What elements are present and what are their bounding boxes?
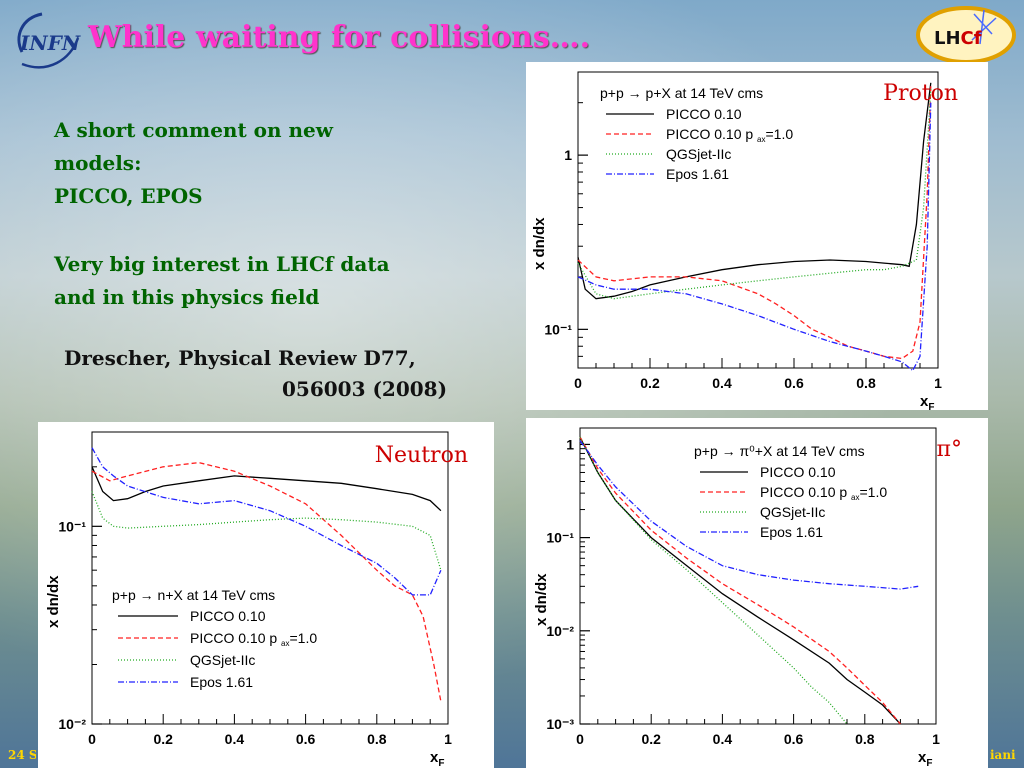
pi0-x-tick-label: 0.4	[713, 731, 733, 747]
proton-x-axis-label: xF	[920, 393, 934, 410]
lhcf-logo-text-lh: LHCf	[934, 28, 982, 49]
neutron-chart-panel: 10⁻² 10⁻¹ 0 0.2 0.4 0.6 0.8 1 xF x dn/dx p+p → n+X…	[38, 422, 494, 768]
neutron-chart-svg: 10⁻² 10⁻¹ 0 0.2 0.4 0.6 0.8 1xF x dn/dx p+p → n+X…	[45, 431, 468, 768]
neutron-legend-header: p+p → n+X at 14 TeV cms	[112, 587, 275, 603]
proton-legend-entry: PICCO 0.10	[666, 106, 742, 122]
pi0-panel-label: π°	[937, 437, 962, 462]
neutron-panel-label: Neutron	[375, 443, 468, 468]
pi0-y-tick-label: 1	[566, 436, 574, 452]
neutron-series-3-line	[91, 491, 442, 571]
proton-series-3-line	[577, 88, 932, 300]
pi0-legend-header: p+p → π⁰+X at 14 TeV cms	[694, 443, 865, 459]
pi0-x-tick-label: 0.8	[855, 731, 875, 747]
neutron-x-tick-label: 0	[88, 731, 96, 747]
pi0-legend-entry: PICCO 0.10	[760, 464, 836, 480]
proton-x-tick-label: 0.8	[856, 375, 876, 391]
proton-series-1-line	[577, 82, 932, 300]
neutron-x-tick-label: 0.6	[296, 731, 316, 747]
neutron-series-2-line	[91, 461, 442, 702]
proton-legend-entry: QGSjet-IIc	[666, 146, 731, 162]
neutron-legend-entry: Epos 1.61	[190, 674, 253, 690]
proton-y-tick-label: 1	[564, 147, 572, 163]
proton-legend-entry: Epos 1.61	[666, 166, 729, 182]
proton-x-tick-label: 0.2	[640, 375, 660, 391]
pi0-legend-entry: Epos 1.61	[760, 524, 823, 540]
proton-x-tick-label: 0.6	[784, 375, 804, 391]
neutron-y-tick-label: 10⁻¹	[58, 518, 86, 534]
pi0-x-axis-label: xF	[918, 749, 932, 768]
neutron-x-tick-label: 0.2	[153, 731, 173, 747]
pi0-y-tick-label: 10⁻³	[546, 716, 574, 732]
lhcf-logo: LHCf	[916, 6, 1016, 64]
infn-logo-arc	[17, 12, 43, 53]
pi0-x-tick-label: 1	[932, 731, 940, 747]
proton-legend-header: p+p → p+X at 14 TeV cms	[600, 85, 763, 101]
neutron-legend-entry: PICCO 0.10 p ax=1.0	[190, 630, 317, 648]
pi0-series-2-line	[579, 436, 901, 725]
proton-legend-entry: PICCO 0.10 p ax=1.0	[666, 126, 793, 144]
lhcf-logo-tracks	[971, 9, 997, 45]
pi0-series-4-line	[579, 440, 919, 590]
comment-line: models:	[54, 151, 142, 175]
pi0-y-tick-label: 10⁻²	[546, 623, 574, 639]
reference-line-2: 056003 (2008)	[282, 377, 448, 401]
reference-line-1: Drescher, Physical Review D77,	[64, 346, 416, 370]
infn-logo-swoosh	[21, 37, 80, 69]
comment-text: A short comment on new models: PICCO, EP…	[54, 114, 434, 213]
pi0-legend-entry: QGSjet-IIc	[760, 504, 825, 520]
interest-line: and in this physics field	[54, 285, 320, 309]
neutron-y-axis-label: x dn/dx	[45, 575, 62, 628]
proton-x-tick-label: 0	[574, 375, 582, 391]
neutron-legend-entry: QGSjet-IIc	[190, 652, 255, 668]
neutron-y-tick-label: 10⁻²	[58, 716, 86, 732]
proton-panel-label: Proton	[883, 81, 958, 106]
neutron-series-1-line	[91, 466, 442, 512]
interest-text: Very big interest in LHCf data and in th…	[54, 248, 494, 314]
pi0-y-tick-label: 10⁻¹	[546, 530, 574, 546]
pi0-series-1-line	[579, 436, 901, 725]
proton-x-tick-label: 1	[934, 375, 942, 391]
interest-line: Very big interest in LHCf data	[54, 252, 390, 276]
neutron-x-tick-label: 0.8	[367, 731, 387, 747]
proton-plot-frame	[577, 71, 939, 369]
pion-chart-panel: 10⁻³ 10⁻² 10⁻¹ 1 0 0.2 0.4 0.6 0.8 1 xF x dn/dx p+p …	[526, 418, 988, 768]
pi0-legend-entry: PICCO 0.10 p ax=1.0	[760, 484, 887, 502]
neutron-series-4-line	[91, 447, 442, 596]
pi0-x-tick-label: 0.6	[784, 731, 804, 747]
neutron-x-tick-label: 1	[444, 731, 452, 747]
proton-y-tick-label: 10⁻¹	[544, 321, 572, 337]
proton-series-4-line	[577, 102, 932, 372]
footer-left-text: 24 S	[8, 748, 36, 762]
pi0-y-axis-label: x dn/dx	[533, 573, 550, 626]
pi0-x-tick-label: 0	[576, 731, 584, 747]
infn-logo: INFN	[17, 12, 81, 69]
pi0-series-3-line	[579, 436, 848, 725]
comment-line: A short comment on new	[54, 118, 333, 142]
proton-x-tick-label: 0.4	[712, 375, 732, 391]
slide-title: While waiting for collisions….	[88, 20, 591, 55]
neutron-x-axis-label: xF	[430, 749, 444, 768]
pi0-plot-frame	[579, 427, 937, 725]
neutron-legend-entry: PICCO 0.10	[190, 608, 266, 624]
proton-series-2-line	[577, 85, 932, 360]
comment-line: PICCO, EPOS	[54, 184, 203, 208]
proton-chart-panel: 10⁻¹ 1 0 0.2 0.4 0.6 0.8 1 xF x dn/dx p+p → p+X at…	[526, 62, 988, 410]
proton-y-axis-label: x dn/dx	[531, 217, 548, 270]
footer-right-text: iani	[990, 748, 1016, 762]
neutron-x-tick-label: 0.4	[225, 731, 245, 747]
pi0-x-tick-label: 0.2	[641, 731, 661, 747]
